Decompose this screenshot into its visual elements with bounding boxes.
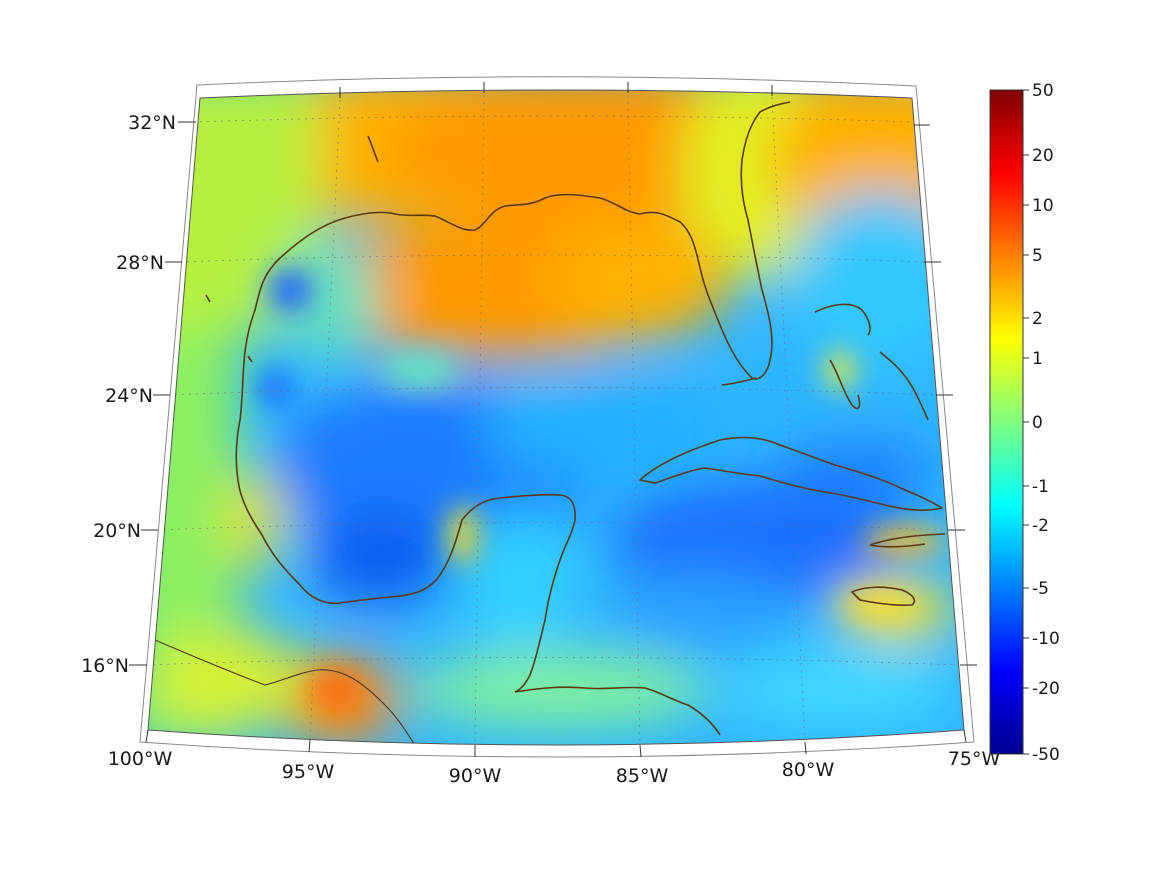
colorbar-label-neg20: -20 [1032, 679, 1060, 699]
colorbar-ticks [1023, 89, 1029, 755]
cuba-coast [639, 436, 943, 511]
lat-labels: 32°N 28°N 24°N 20°N 16°N [81, 112, 176, 677]
colorbar-label-1: 1 [1032, 349, 1043, 369]
lon-label-85: 85°W [616, 765, 669, 787]
lon-label-80: 80°W [782, 759, 835, 781]
colorbar-label-50: 50 [1032, 81, 1054, 101]
lat-label-16: 16°N [81, 655, 129, 677]
lat-label-28: 28°N [116, 252, 164, 274]
coastlines [154, 101, 946, 745]
colorbar-label-neg5: -5 [1032, 579, 1049, 599]
colorbar-gradient [989, 89, 1024, 755]
isla-madre-islands [205, 135, 379, 363]
lat-label-24: 24°N [105, 385, 153, 407]
jamaica-coast [851, 586, 916, 606]
florida-keys [721, 377, 757, 386]
colorbar-label-0: 0 [1032, 413, 1043, 433]
lon-label-95: 95°W [282, 761, 335, 783]
bahamas-coast [814, 303, 929, 421]
heatmap-field [148, 90, 964, 745]
us-gulf-coast [239, 101, 791, 421]
lat-label-20: 20°N [93, 520, 141, 542]
lat-ticks [129, 121, 977, 666]
colorbar-label-2: 2 [1032, 309, 1043, 329]
colorbar-label-neg2: -2 [1032, 516, 1049, 536]
colorbar-label-5: 5 [1032, 246, 1043, 266]
lat-label-32: 32°N [128, 112, 176, 134]
lon-ticks [145, 82, 967, 758]
lon-labels: 100°W 95°W 90°W 85°W 80°W 75°W [108, 748, 1001, 787]
country-borders [154, 639, 416, 745]
map-frame [147, 89, 965, 746]
colorbar-label-neg10: -10 [1032, 629, 1060, 649]
graticule [148, 94, 961, 745]
mexico-gulf-coast [235, 419, 576, 693]
central-america-coast [514, 686, 721, 736]
hispaniola-coast [869, 533, 946, 548]
lon-label-75: 75°W [948, 748, 1001, 770]
colorbar: 50 20 10 5 2 1 0 -1 -2 -5 -10 -20 -50 [989, 81, 1060, 765]
lon-label-100: 100°W [108, 748, 173, 770]
colorbar-label-20: 20 [1032, 146, 1054, 166]
colorbar-label-10: 10 [1032, 196, 1054, 216]
colorbar-label-neg1: -1 [1032, 477, 1049, 497]
colorbar-label-neg50: -50 [1032, 745, 1060, 765]
lon-label-90: 90°W [449, 765, 502, 787]
